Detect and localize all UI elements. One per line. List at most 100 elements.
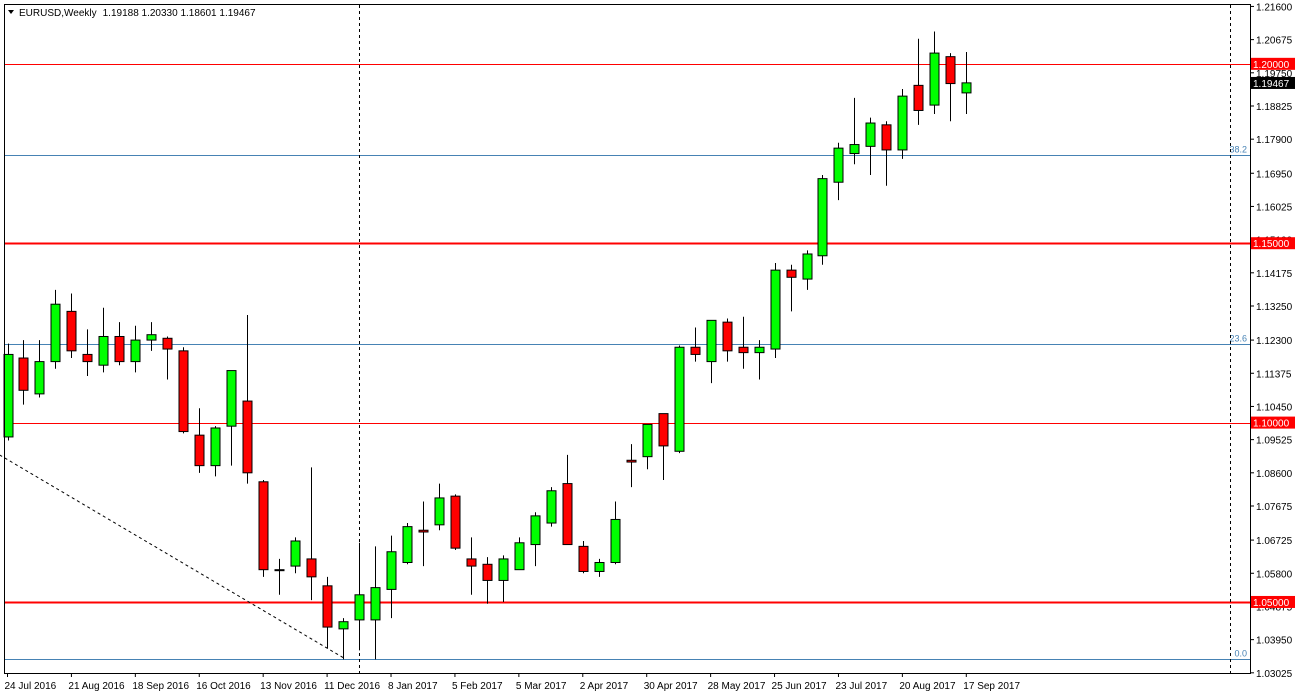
candle-bear bbox=[466, 558, 477, 567]
candle-bull bbox=[354, 594, 365, 621]
y-tick-label: 1.21600 bbox=[1256, 2, 1293, 13]
candle-bull bbox=[706, 319, 717, 363]
x-tick-label: 28 May 2017 bbox=[708, 681, 766, 692]
x-tick-label: 23 Jul 2017 bbox=[835, 681, 887, 692]
fib-level-label: 23.6 bbox=[1229, 334, 1247, 344]
candle-bear bbox=[258, 481, 269, 571]
x-tick-label: 13 Nov 2016 bbox=[260, 681, 317, 692]
candle-bear bbox=[482, 563, 493, 581]
candle-bear bbox=[578, 545, 589, 572]
fib-level-label: 0.0 bbox=[1234, 649, 1247, 659]
candle-bear bbox=[18, 357, 29, 391]
candle-bear bbox=[306, 558, 317, 578]
candle-bear bbox=[450, 495, 461, 549]
x-tick-label: 30 Apr 2017 bbox=[644, 681, 698, 692]
y-tick-label: 1.19750 bbox=[1256, 69, 1293, 80]
symbol-label: EURUSD,Weekly bbox=[19, 8, 97, 19]
level-price-label: 1.15000 bbox=[1253, 239, 1290, 250]
ohlc-values: 1.19188 1.20330 1.18601 1.19467 bbox=[103, 8, 256, 19]
candle-bear bbox=[114, 335, 125, 363]
candle-bull bbox=[274, 569, 285, 572]
candle-bull bbox=[386, 551, 397, 590]
candle-bull bbox=[34, 361, 45, 395]
candle-bull bbox=[754, 346, 765, 354]
candle-bear bbox=[881, 124, 892, 151]
candle-bear bbox=[722, 321, 733, 352]
y-tick-label: 1.13250 bbox=[1256, 302, 1293, 313]
candle-bear bbox=[66, 310, 77, 352]
candle-bear bbox=[658, 413, 669, 447]
candle-bear bbox=[945, 56, 956, 85]
x-tick-label: 20 Aug 2017 bbox=[899, 681, 956, 692]
y-tick-label: 1.14175 bbox=[1256, 269, 1293, 280]
candle-bull bbox=[674, 346, 685, 452]
candle-bull bbox=[3, 353, 14, 438]
candle-bull bbox=[130, 339, 141, 363]
y-tick-label: 1.12300 bbox=[1256, 336, 1293, 347]
x-tick-label: 24 Jul 2016 bbox=[5, 681, 57, 692]
level-price-label-bg bbox=[1251, 595, 1295, 608]
candle-bear bbox=[786, 269, 797, 278]
trend-line[interactable] bbox=[0, 454, 344, 659]
candle-bull bbox=[897, 95, 908, 151]
y-tick-label: 1.20675 bbox=[1256, 36, 1293, 47]
y-tick-label: 1.16025 bbox=[1256, 202, 1293, 213]
chart-header: EURUSD,Weekly 1.19188 1.20330 1.18601 1.1… bbox=[8, 8, 256, 19]
candle-bear bbox=[562, 483, 573, 546]
candle-bear bbox=[738, 346, 749, 354]
x-tick-label: 8 Jan 2017 bbox=[388, 681, 438, 692]
y-tick-label: 1.08600 bbox=[1256, 469, 1293, 480]
candle-bear bbox=[322, 585, 333, 628]
candle-bull bbox=[833, 147, 844, 183]
x-tick-label: 16 Oct 2016 bbox=[196, 681, 251, 692]
x-tick-label: 18 Sep 2016 bbox=[132, 681, 189, 692]
candle-bull bbox=[50, 303, 61, 363]
candle-bull bbox=[226, 370, 237, 427]
level-price-label-bg bbox=[1251, 57, 1295, 70]
y-tick-label: 1.05800 bbox=[1256, 569, 1293, 580]
y-tick-label: 1.17900 bbox=[1256, 135, 1293, 146]
x-tick-label: 2 Apr 2017 bbox=[580, 681, 629, 692]
candle-bull bbox=[642, 423, 653, 458]
candle-bull bbox=[338, 621, 349, 630]
candle-bull bbox=[434, 497, 445, 526]
y-tick-label: 1.11375 bbox=[1256, 369, 1292, 380]
candle-bear bbox=[162, 337, 173, 350]
candle-bull bbox=[817, 178, 828, 257]
dropdown-triangle-icon[interactable] bbox=[8, 10, 14, 14]
candle-bear bbox=[626, 459, 637, 463]
y-tick-label: 1.07675 bbox=[1256, 502, 1293, 513]
y-tick-label: 1.03025 bbox=[1256, 669, 1293, 680]
level-price-label: 1.20000 bbox=[1253, 60, 1290, 71]
candle-bear bbox=[690, 346, 701, 355]
x-tick-label: 17 Sep 2017 bbox=[963, 681, 1020, 692]
x-tick-label: 21 Aug 2016 bbox=[68, 681, 125, 692]
candle-bear bbox=[82, 353, 93, 363]
candle-bull bbox=[865, 122, 876, 147]
candle-bull bbox=[610, 518, 621, 564]
level-price-label-bg bbox=[1251, 416, 1295, 429]
current-price-label: 1.19467 bbox=[1253, 79, 1290, 90]
candle-bull bbox=[98, 335, 109, 366]
candle-bull bbox=[290, 540, 301, 567]
candle-bull bbox=[514, 542, 525, 571]
x-tick-label: 5 Mar 2017 bbox=[516, 681, 567, 692]
candle-bull bbox=[530, 515, 541, 546]
candle-bull bbox=[961, 82, 972, 94]
fib-level-label: 38.2 bbox=[1229, 145, 1247, 155]
candle-bull bbox=[594, 562, 605, 572]
candle-bull bbox=[929, 52, 940, 106]
current-price-label-bg bbox=[1251, 76, 1295, 89]
candle-bull bbox=[849, 144, 860, 155]
y-tick-label: 1.18825 bbox=[1256, 102, 1293, 113]
candle-bull bbox=[370, 587, 381, 621]
y-tick-label: 1.09525 bbox=[1256, 436, 1293, 447]
level-price-label-bg bbox=[1251, 237, 1295, 250]
x-tick-label: 25 Jun 2017 bbox=[772, 681, 827, 692]
candle-bear bbox=[178, 350, 189, 433]
candle-bull bbox=[546, 490, 557, 524]
x-tick-label: 5 Feb 2017 bbox=[452, 681, 503, 692]
